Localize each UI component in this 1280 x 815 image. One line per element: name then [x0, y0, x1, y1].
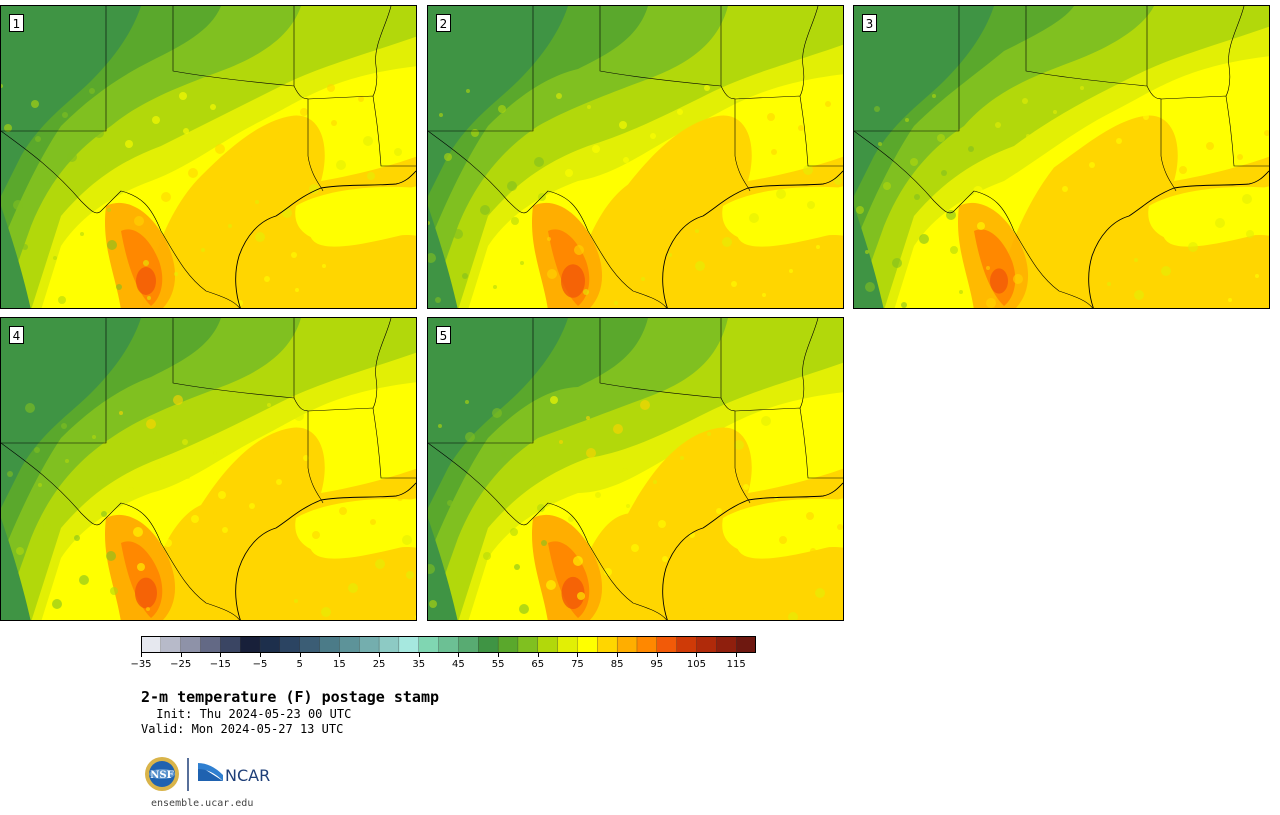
colorbar-swatch [299, 636, 321, 653]
colorbar-swatch [418, 636, 440, 653]
colorbar-tick [696, 653, 698, 657]
temperature-field [1, 6, 416, 308]
colorbar-swatch [696, 636, 717, 653]
colorbar-tick [656, 653, 658, 657]
temperature-colorbar [141, 636, 756, 653]
colorbar-swatch [656, 636, 678, 653]
colorbar-tick [220, 653, 222, 657]
colorbar-swatch [478, 636, 499, 653]
colorbar-tick [537, 653, 539, 657]
colorbar-swatch [736, 636, 756, 653]
colorbar-tick [458, 653, 460, 657]
ensemble-member-3-map: 3 [853, 5, 1270, 309]
colorbar-swatch [160, 636, 182, 653]
colorbar-tick-label: 105 [686, 659, 707, 670]
colorbar-swatch [180, 636, 201, 653]
colorbar-swatch [716, 636, 737, 653]
colorbar-swatch [676, 636, 697, 653]
colorbar-swatch [577, 636, 598, 653]
colorbar-swatch [339, 636, 360, 653]
colorbar-swatch [557, 636, 578, 653]
init-time: Init: Thu 2024-05-23 00 UTC [149, 707, 352, 721]
colorbar-swatch [259, 636, 281, 653]
colorbar-swatch [319, 636, 340, 653]
product-title: 2-m temperature (F) postage stamp [141, 688, 440, 706]
colorbar-tick [617, 653, 619, 657]
colorbar-tick-label: 75 [571, 659, 584, 670]
colorbar-tick-label: 65 [531, 659, 545, 670]
colorbar-swatch [537, 636, 559, 653]
member-label: 5 [436, 326, 451, 344]
colorbar-tick-label: 25 [372, 659, 386, 670]
colorbar-swatch [438, 636, 459, 653]
colorbar-swatch [220, 636, 241, 653]
colorbar-tick [498, 653, 500, 657]
colorbar-tick-label: −35 [130, 659, 152, 670]
temperature-field [854, 6, 1269, 308]
colorbar-tick [418, 653, 420, 657]
temperature-field [428, 6, 843, 308]
member-label: 1 [9, 14, 24, 32]
website-url: ensemble.ucar.edu [151, 798, 254, 809]
colorbar-swatch [597, 636, 618, 653]
colorbar-tick [260, 653, 262, 657]
ensemble-member-1-map: 1 [0, 5, 417, 309]
colorbar-swatch [200, 636, 221, 653]
colorbar-tick [180, 653, 182, 657]
colorbar-tick-label: −15 [209, 659, 231, 670]
ensemble-member-2-map: 2 [427, 5, 844, 309]
colorbar-tick-label: 95 [650, 659, 664, 670]
nsf-ncar-logos: NSF NCAR [145, 757, 270, 791]
colorbar-tick-label: −5 [252, 659, 268, 670]
colorbar-tick-label: 35 [412, 659, 426, 670]
temperature-field [428, 318, 843, 620]
colorbar-tick-label: 115 [726, 659, 746, 670]
colorbar-ticks: −35 −25 −15 −5 5 15 25 35 45 55 65 75 85 95 105 115 [130, 653, 756, 673]
svg-text:NCAR: NCAR [225, 766, 270, 785]
colorbar-swatch [616, 636, 638, 653]
colorbar-tick [141, 653, 142, 657]
member-label: 2 [436, 14, 451, 32]
colorbar-swatch [517, 636, 539, 653]
colorbar-tick [339, 653, 341, 657]
valid-time: Valid: Mon 2024-05-27 13 UTC [141, 722, 344, 736]
colorbar-swatch [636, 636, 658, 653]
colorbar-tick-label: 5 [296, 659, 303, 670]
colorbar-swatch [359, 636, 380, 653]
colorbar-swatch [497, 636, 519, 653]
colorbar-swatch [141, 636, 162, 653]
colorbar-tick [577, 653, 579, 657]
ensemble-member-4-map: 4 [0, 317, 417, 621]
member-label: 3 [862, 14, 877, 32]
colorbar-swatch [378, 636, 400, 653]
colorbar-tick-label: 45 [452, 659, 465, 670]
ncar-logo-icon: NCAR [198, 763, 270, 785]
colorbar-tick-label: −25 [170, 659, 192, 670]
member-label: 4 [9, 326, 24, 344]
colorbar-tick-label: 85 [610, 659, 624, 670]
colorbar-tick-label: 55 [491, 659, 505, 670]
temperature-field [1, 318, 416, 620]
svg-text:NSF: NSF [150, 770, 173, 781]
colorbar-outline [141, 636, 756, 653]
colorbar-swatch [458, 636, 479, 653]
nsf-logo-icon: NSF [145, 757, 179, 791]
ensemble-member-5-map: 5 [427, 317, 844, 621]
colorbar-swatch [398, 636, 420, 653]
colorbar-tick-label: 15 [333, 659, 346, 670]
colorbar-tick [299, 653, 301, 657]
colorbar-tick [379, 653, 381, 657]
colorbar-swatch [279, 636, 301, 653]
colorbar-swatch [240, 636, 261, 653]
colorbar-tick [736, 653, 738, 657]
